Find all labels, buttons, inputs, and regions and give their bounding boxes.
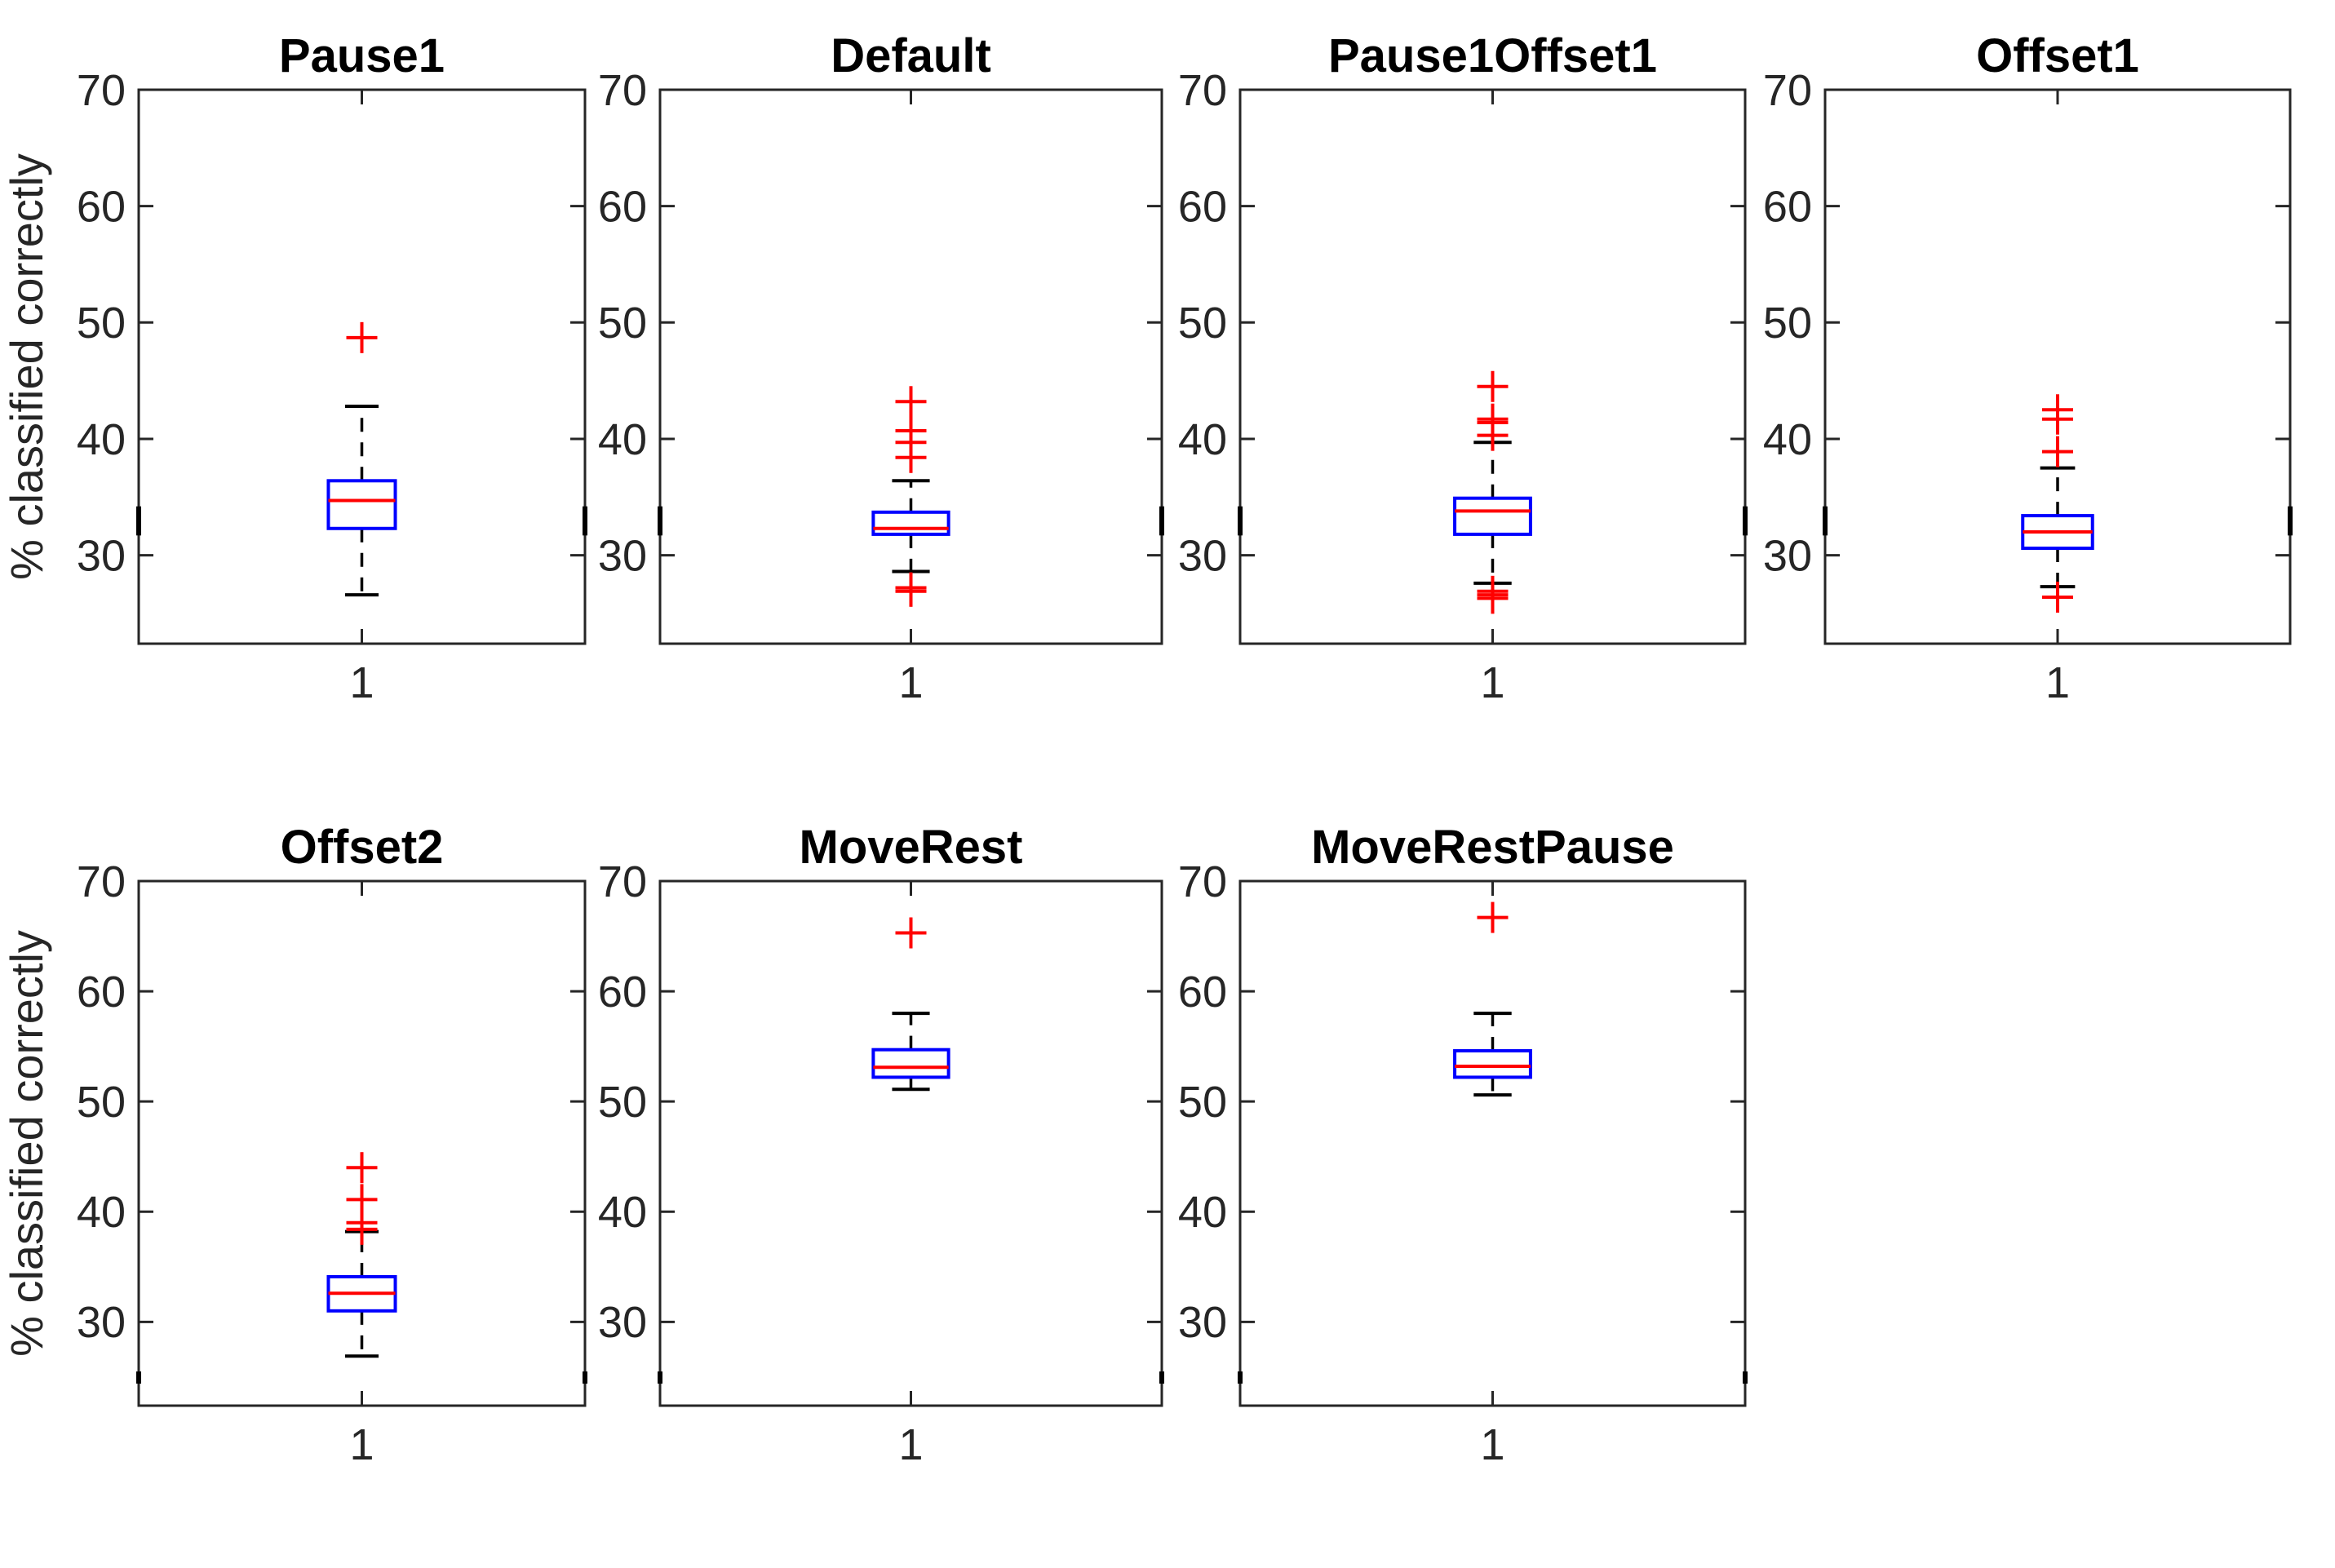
x-tick-label: 1 xyxy=(898,658,923,707)
y-tick-label: 40 xyxy=(1178,415,1227,464)
subplot-title: Default xyxy=(831,29,991,82)
y-tick-label: 60 xyxy=(77,968,126,1017)
y-tick-label: 30 xyxy=(598,531,647,580)
y-axis-label: % classified correctly xyxy=(1,930,52,1357)
edge-mark-left xyxy=(1238,506,1243,536)
y-tick-label: 60 xyxy=(77,183,126,232)
y-tick-label: 70 xyxy=(1178,66,1227,115)
axes-border xyxy=(1238,879,1747,1407)
y-tick-label: 40 xyxy=(1763,415,1812,464)
y-tick-label: 50 xyxy=(1763,299,1812,348)
y-tick-label: 40 xyxy=(598,415,647,464)
edge-mark-right xyxy=(2288,506,2293,536)
edge-mark-left xyxy=(658,506,662,536)
x-tick-label: 1 xyxy=(349,658,374,707)
y-tick-label: 50 xyxy=(598,299,647,348)
y-tick-label: 50 xyxy=(77,299,126,348)
edge-mark-right xyxy=(1743,1371,1748,1384)
y-tick-label: 50 xyxy=(77,1078,126,1127)
y-tick-label: 40 xyxy=(77,1188,126,1237)
axes-border xyxy=(658,879,1163,1407)
y-tick-label: 40 xyxy=(1178,1188,1227,1237)
iqr-box xyxy=(1453,1049,1532,1079)
edge-mark-right xyxy=(583,506,587,536)
y-tick-label: 70 xyxy=(598,66,647,115)
iqr-box xyxy=(871,1048,950,1079)
subplot-title: MoveRestPause xyxy=(1311,821,1674,874)
y-tick-label: 50 xyxy=(1178,299,1227,348)
edge-mark-left xyxy=(658,1371,662,1384)
edge-mark-right xyxy=(1159,1371,1164,1384)
y-tick-label: 60 xyxy=(1178,183,1227,232)
edge-mark-left xyxy=(136,1371,141,1384)
edge-mark-right xyxy=(1743,506,1748,536)
edge-mark-right xyxy=(583,1371,587,1384)
axes-border xyxy=(137,879,587,1407)
x-tick-label: 1 xyxy=(1480,658,1504,707)
edge-mark-left xyxy=(136,506,141,536)
edge-mark-left xyxy=(1238,1371,1243,1384)
subplot-title: Pause1 xyxy=(279,29,445,82)
iqr-box xyxy=(1453,496,1532,536)
y-tick-label: 30 xyxy=(1763,531,1812,580)
y-tick-label: 60 xyxy=(598,183,647,232)
x-tick-label: 1 xyxy=(898,1420,923,1469)
y-tick-label: 30 xyxy=(77,1298,126,1347)
y-tick-label: 60 xyxy=(598,968,647,1017)
subplot-title: MoveRest xyxy=(800,821,1023,874)
y-tick-label: 70 xyxy=(1763,66,1812,115)
y-axis-label: % classified correctly xyxy=(1,153,52,580)
y-tick-label: 70 xyxy=(77,857,126,906)
y-tick-label: 30 xyxy=(1178,1298,1227,1347)
y-tick-label: 40 xyxy=(598,1188,647,1237)
subplot-title: Offset1 xyxy=(1976,29,2139,82)
y-tick-label: 30 xyxy=(598,1298,647,1347)
subplot-title: Pause1Offset1 xyxy=(1328,29,1657,82)
x-tick-label: 1 xyxy=(1480,1420,1504,1469)
y-tick-label: 30 xyxy=(77,531,126,580)
iqr-box xyxy=(871,510,950,536)
y-tick-label: 50 xyxy=(598,1078,647,1127)
iqr-box xyxy=(326,479,397,530)
x-tick-label: 1 xyxy=(2045,658,2070,707)
y-tick-label: 60 xyxy=(1763,183,1812,232)
x-tick-label: 1 xyxy=(349,1420,374,1469)
edge-mark-right xyxy=(1159,506,1164,536)
y-tick-label: 60 xyxy=(1178,968,1227,1017)
y-tick-label: 30 xyxy=(1178,531,1227,580)
y-tick-label: 70 xyxy=(1178,857,1227,906)
subplot-title: Offset2 xyxy=(281,821,444,874)
y-tick-label: 40 xyxy=(77,415,126,464)
y-tick-label: 70 xyxy=(77,66,126,115)
edge-mark-left xyxy=(1823,506,1828,536)
y-tick-label: 70 xyxy=(598,857,647,906)
y-tick-label: 50 xyxy=(1178,1078,1227,1127)
